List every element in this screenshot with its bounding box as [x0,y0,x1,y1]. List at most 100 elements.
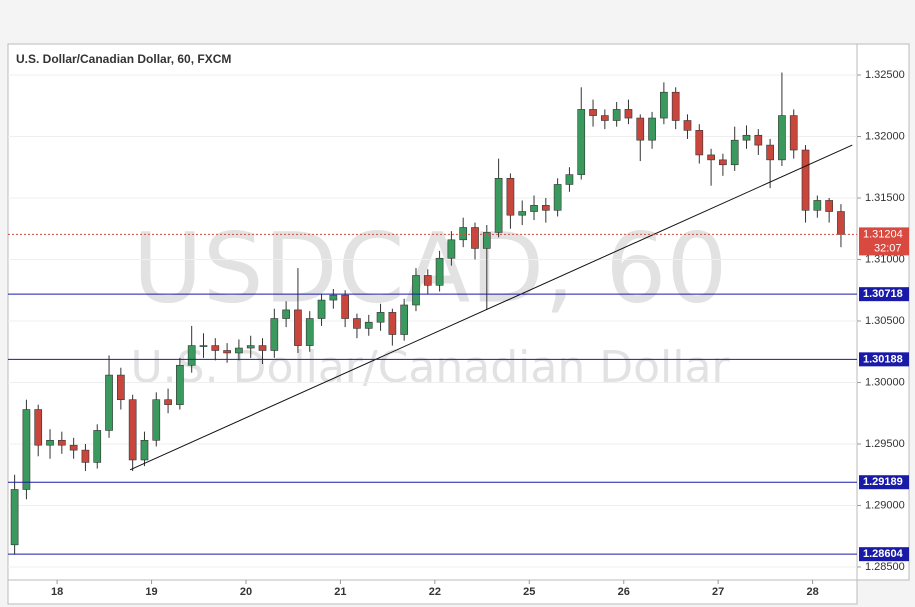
plot-area [7,43,858,581]
trendline [129,144,853,471]
candle-body [789,115,798,151]
candle-body [601,115,609,121]
candle-body [353,318,361,329]
candle-body [246,345,255,349]
candle-body [459,227,468,241]
level-label: 1.30188 [863,353,903,365]
candle-body [57,439,66,446]
candle-body [589,109,597,116]
candle-body [152,399,161,441]
candle-body [695,130,704,156]
candle-body [754,134,763,146]
candle-body [648,117,656,141]
candle-body [766,144,774,161]
y-tick-label: 1.32000 [865,130,905,142]
candle-body [211,345,220,351]
x-tick-label: 20 [240,586,252,598]
x-tick-label: 19 [145,586,157,598]
candle-body [423,275,432,286]
candle-body [187,345,196,366]
candle-body [294,309,302,346]
candle-body [612,109,621,121]
candle-body [46,439,54,446]
candle-body [435,257,444,286]
candle-body [471,227,479,249]
candle-body [22,409,31,490]
countdown: 32:07 [874,242,902,254]
candle-body [506,178,515,216]
candle-body [199,345,208,347]
level-label: 1.29189 [863,476,903,488]
candle-body [388,312,397,335]
y-tick-label: 1.31000 [865,253,905,265]
x-tick-label: 22 [429,586,441,598]
candle-body [81,449,90,463]
candle-body [164,399,172,405]
candle-body [825,200,833,212]
candle-body [707,154,715,161]
candle-body [730,139,739,166]
candle-body [518,211,527,216]
candle-body [270,318,279,351]
candle-body [530,205,538,212]
y-tick-label: 1.30500 [865,315,905,327]
candle-body [447,239,456,259]
candle-body [683,120,692,131]
candle-body [660,91,668,119]
level-label: 1.30718 [863,288,903,300]
candle-body [400,304,409,335]
candle-body [837,211,845,235]
candle-body [801,149,810,211]
last-price-label: 1.31204 [863,228,903,240]
candle-body [305,318,314,346]
candle-body [553,184,562,211]
last-price-box [859,227,909,256]
candle-body [778,115,786,161]
candle-body [329,294,338,301]
time-axis [7,579,858,605]
chart-layer: 1.28500 1.29000 1.29500 1.30000 1.30500 1.310… [8,69,909,598]
candle-body [671,91,680,121]
candle-body [742,134,751,141]
candle-body [105,374,113,431]
y-tick-label: 1.29500 [865,438,905,450]
candle-body [176,364,184,405]
candle-body [258,345,267,351]
x-tick-label: 25 [523,586,535,598]
x-tick-label: 27 [712,586,724,598]
y-tick-label: 1.29000 [865,499,905,511]
level-label-box [859,287,909,302]
candle-body [813,200,822,211]
y-tick-label: 1.31500 [865,192,905,204]
candle-body [140,439,149,461]
candle-body [282,309,290,319]
candle-body [376,312,385,323]
level-label-box [859,475,909,490]
y-tick-label: 1.28500 [865,561,905,573]
x-tick-label: 21 [334,586,346,598]
candle-body [719,159,727,166]
candle-body [223,350,231,354]
candle-body [34,409,43,446]
candle-body [317,299,326,319]
candle-body [577,109,586,175]
candle-body [541,205,550,211]
candle-body [69,444,78,451]
y-tick-label: 1.30000 [865,376,905,388]
candle-body [482,232,491,249]
candle-body [624,109,633,119]
y-tick-label: 1.32500 [865,69,905,81]
level-label-box [859,352,909,367]
level-label-box [859,547,909,562]
candle-body [10,489,19,546]
price-axis [856,43,910,581]
candle-body [93,430,102,463]
candle-body [117,374,125,400]
candle-body [128,399,137,461]
candle-body [364,321,373,329]
watermark: USDCAD, 60 [133,212,728,324]
candle-body [341,294,349,319]
candle-body [412,275,420,306]
